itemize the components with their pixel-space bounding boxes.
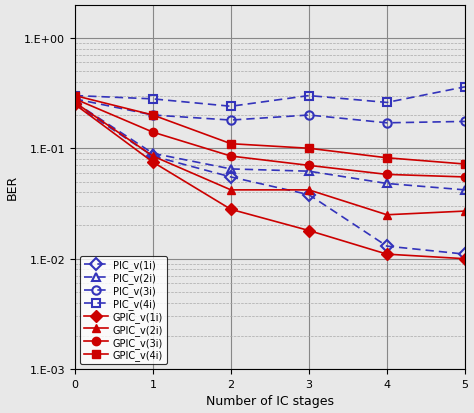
PIC_v(3i): [384, 121, 390, 126]
PIC_v(4i): [462, 85, 468, 90]
GPIC_v(1i): [150, 160, 155, 165]
Line: GPIC_v(1i): GPIC_v(1i): [71, 101, 469, 263]
PIC_v(4i): [72, 94, 78, 99]
X-axis label: Number of IC stages: Number of IC stages: [206, 394, 334, 408]
Line: PIC_v(2i): PIC_v(2i): [71, 99, 469, 195]
Line: GPIC_v(2i): GPIC_v(2i): [71, 99, 469, 219]
PIC_v(1i): [72, 102, 78, 107]
GPIC_v(2i): [228, 188, 234, 193]
GPIC_v(2i): [306, 188, 312, 193]
Line: PIC_v(1i): PIC_v(1i): [71, 101, 469, 259]
Line: PIC_v(4i): PIC_v(4i): [71, 83, 469, 111]
GPIC_v(3i): [462, 175, 468, 180]
GPIC_v(2i): [72, 101, 78, 106]
GPIC_v(1i): [462, 256, 468, 261]
PIC_v(2i): [150, 152, 155, 157]
GPIC_v(1i): [228, 207, 234, 212]
PIC_v(2i): [462, 188, 468, 193]
PIC_v(1i): [150, 154, 155, 159]
GPIC_v(1i): [384, 252, 390, 257]
PIC_v(2i): [72, 101, 78, 106]
GPIC_v(4i): [306, 147, 312, 152]
GPIC_v(2i): [150, 154, 155, 159]
Line: PIC_v(3i): PIC_v(3i): [71, 95, 469, 128]
PIC_v(1i): [306, 193, 312, 198]
PIC_v(3i): [462, 120, 468, 125]
Y-axis label: BER: BER: [6, 175, 18, 200]
PIC_v(2i): [228, 167, 234, 172]
GPIC_v(1i): [306, 228, 312, 233]
GPIC_v(3i): [384, 173, 390, 178]
GPIC_v(2i): [384, 213, 390, 218]
PIC_v(4i): [384, 101, 390, 106]
PIC_v(3i): [72, 97, 78, 102]
PIC_v(2i): [384, 182, 390, 187]
GPIC_v(3i): [306, 164, 312, 169]
Legend: PIC_v(1i), PIC_v(2i), PIC_v(3i), PIC_v(4i), GPIC_v(1i), GPIC_v(2i), GPIC_v(3i), : PIC_v(1i), PIC_v(2i), PIC_v(3i), PIC_v(4…: [80, 256, 167, 364]
PIC_v(4i): [228, 104, 234, 109]
GPIC_v(4i): [150, 113, 155, 118]
GPIC_v(4i): [462, 162, 468, 167]
PIC_v(1i): [228, 175, 234, 180]
GPIC_v(3i): [150, 131, 155, 135]
PIC_v(2i): [306, 169, 312, 174]
PIC_v(4i): [306, 94, 312, 99]
PIC_v(3i): [228, 118, 234, 123]
Line: GPIC_v(4i): GPIC_v(4i): [71, 92, 469, 169]
PIC_v(4i): [150, 97, 155, 102]
Line: GPIC_v(3i): GPIC_v(3i): [71, 95, 469, 182]
GPIC_v(4i): [72, 94, 78, 99]
GPIC_v(2i): [462, 209, 468, 214]
PIC_v(3i): [306, 113, 312, 118]
GPIC_v(4i): [228, 142, 234, 147]
PIC_v(3i): [150, 113, 155, 118]
GPIC_v(1i): [72, 102, 78, 107]
PIC_v(1i): [384, 244, 390, 249]
GPIC_v(4i): [384, 156, 390, 161]
GPIC_v(3i): [72, 97, 78, 102]
PIC_v(1i): [462, 252, 468, 257]
GPIC_v(3i): [228, 154, 234, 159]
